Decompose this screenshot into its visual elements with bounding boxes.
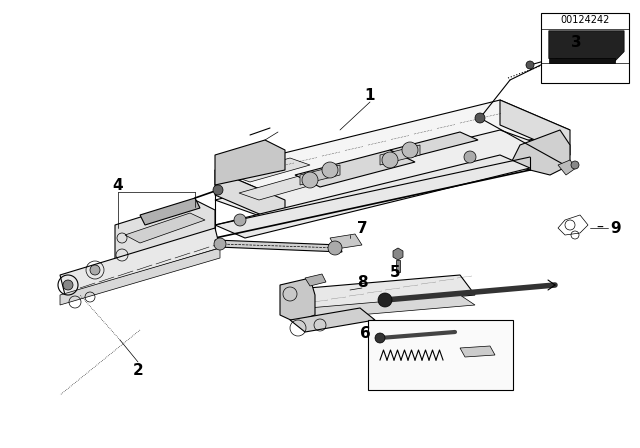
Polygon shape bbox=[215, 170, 285, 225]
Text: 8: 8 bbox=[356, 275, 367, 289]
Text: 00124242: 00124242 bbox=[560, 15, 610, 26]
Text: 5: 5 bbox=[390, 264, 400, 280]
Bar bbox=[541, 13, 629, 83]
Circle shape bbox=[375, 333, 385, 343]
Polygon shape bbox=[460, 346, 495, 357]
Polygon shape bbox=[500, 100, 570, 155]
Circle shape bbox=[322, 162, 338, 178]
Text: 4: 4 bbox=[113, 177, 124, 193]
Polygon shape bbox=[215, 130, 570, 225]
Circle shape bbox=[214, 238, 226, 250]
Circle shape bbox=[234, 214, 246, 226]
Polygon shape bbox=[305, 274, 326, 286]
Bar bbox=[368, 320, 513, 390]
Circle shape bbox=[328, 241, 342, 255]
Polygon shape bbox=[215, 140, 285, 185]
Polygon shape bbox=[290, 308, 375, 332]
Polygon shape bbox=[230, 158, 310, 182]
Polygon shape bbox=[558, 160, 576, 175]
Polygon shape bbox=[285, 275, 475, 310]
Polygon shape bbox=[380, 145, 420, 165]
Polygon shape bbox=[300, 165, 340, 185]
Circle shape bbox=[526, 61, 534, 69]
Polygon shape bbox=[215, 240, 342, 252]
Polygon shape bbox=[393, 248, 403, 260]
Circle shape bbox=[464, 151, 476, 163]
Text: 9: 9 bbox=[611, 220, 621, 236]
Circle shape bbox=[382, 152, 398, 168]
Text: 1: 1 bbox=[365, 87, 375, 103]
Text: 3: 3 bbox=[571, 34, 581, 49]
Polygon shape bbox=[548, 31, 624, 62]
Polygon shape bbox=[215, 100, 570, 200]
Text: 2: 2 bbox=[132, 362, 143, 378]
Polygon shape bbox=[239, 176, 319, 200]
Bar bbox=[396, 260, 400, 272]
Circle shape bbox=[90, 265, 100, 275]
Circle shape bbox=[213, 185, 223, 195]
Text: 7: 7 bbox=[356, 220, 367, 236]
Bar bbox=[548, 58, 615, 64]
Polygon shape bbox=[60, 248, 220, 305]
Polygon shape bbox=[60, 228, 220, 295]
Circle shape bbox=[402, 142, 418, 158]
Circle shape bbox=[63, 280, 73, 290]
Circle shape bbox=[378, 293, 392, 307]
Polygon shape bbox=[140, 198, 200, 225]
Circle shape bbox=[475, 113, 485, 123]
Polygon shape bbox=[295, 150, 415, 187]
Text: 6: 6 bbox=[360, 326, 371, 340]
Polygon shape bbox=[215, 155, 530, 238]
Polygon shape bbox=[115, 200, 215, 265]
Polygon shape bbox=[280, 278, 315, 322]
Polygon shape bbox=[390, 132, 478, 158]
Polygon shape bbox=[125, 213, 205, 243]
Text: –: – bbox=[596, 221, 604, 235]
Circle shape bbox=[302, 172, 318, 188]
Polygon shape bbox=[330, 234, 362, 249]
Polygon shape bbox=[510, 130, 570, 175]
Polygon shape bbox=[285, 295, 475, 320]
Circle shape bbox=[571, 161, 579, 169]
